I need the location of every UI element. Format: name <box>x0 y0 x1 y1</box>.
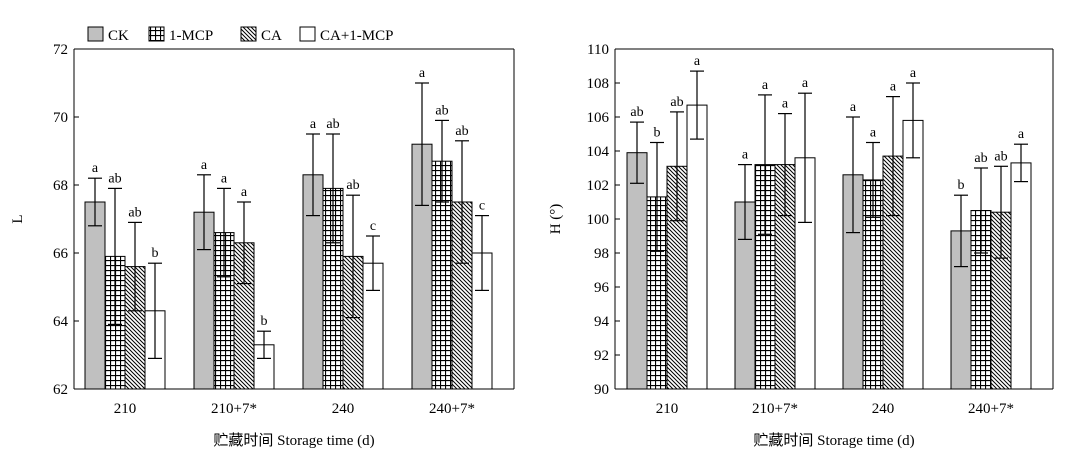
significance-label: ab <box>108 171 121 186</box>
y-tick-label: 106 <box>587 110 610 126</box>
significance-label: a <box>694 54 701 69</box>
legend-swatch-ck <box>87 26 104 42</box>
x-tick-label: 240+7* <box>968 401 1014 417</box>
significance-label: a <box>221 171 228 186</box>
legend-item-ck: CK <box>87 26 129 44</box>
y-tick-label: 92 <box>594 348 609 364</box>
y-axis-label: H (°) <box>548 204 564 235</box>
x-tick-label: 210+7* <box>752 401 798 417</box>
significance-label: a <box>742 148 749 163</box>
significance-label: b <box>152 246 159 261</box>
legend-label-ca: CA <box>261 28 282 44</box>
significance-label: c <box>370 219 376 234</box>
significance-label: a <box>762 78 769 93</box>
y-tick-label: 108 <box>587 76 610 92</box>
significance-label: a <box>890 80 897 95</box>
significance-label: ab <box>346 178 359 193</box>
x-axis-label: 贮藏时间 Storage time (d) <box>753 432 914 449</box>
y-tick-label: 102 <box>587 178 610 194</box>
significance-label: ab <box>455 124 468 139</box>
significance-label: ab <box>670 95 683 110</box>
x-tick-label: 210 <box>656 401 679 417</box>
significance-label: b <box>261 314 268 329</box>
legend-label-ca-1-mcp: CA+1-MCP <box>320 28 393 44</box>
significance-label: a <box>870 126 877 141</box>
y-tick-label: 72 <box>53 42 68 58</box>
significance-label: a <box>910 66 917 81</box>
significance-label: ab <box>435 103 448 118</box>
y-tick-label: 66 <box>53 246 69 262</box>
x-tick-label: 240+7* <box>429 401 475 417</box>
significance-label: a <box>92 161 99 176</box>
y-tick-label: 90 <box>594 382 609 398</box>
legend-item-ca-1-mcp: CA+1-MCP <box>299 26 393 44</box>
y-tick-label: 98 <box>594 246 609 262</box>
significance-label: a <box>802 76 809 91</box>
y-tick-label: 100 <box>587 212 610 228</box>
bar-ca-1-mcp <box>686 104 708 390</box>
legend-swatch-ca-1-mcp <box>299 26 316 42</box>
legend-item-ca: CA <box>240 26 282 44</box>
significance-label: ab <box>128 205 141 220</box>
bar-ca-1-mcp <box>1010 162 1032 390</box>
significance-label: a <box>850 100 857 115</box>
bar-ck <box>84 201 106 390</box>
y-tick-label: 104 <box>587 144 610 160</box>
significance-label: a <box>310 117 317 132</box>
bar-ca-1-mcp <box>902 119 924 390</box>
significance-label: a <box>201 158 208 173</box>
y-tick-label: 96 <box>594 280 610 296</box>
legend-label-1-mcp: 1-MCP <box>169 28 213 44</box>
y-tick-label: 110 <box>587 42 609 58</box>
x-axis-label: 贮藏时间 Storage time (d) <box>213 432 374 449</box>
significance-label: a <box>1018 127 1025 142</box>
significance-label: a <box>419 66 426 81</box>
y-axis-label: L <box>10 214 26 223</box>
significance-label: b <box>654 126 661 141</box>
significance-label: a <box>241 185 248 200</box>
legend-label-ck: CK <box>108 28 129 44</box>
significance-label: ab <box>326 117 339 132</box>
x-tick-label: 240 <box>872 401 895 417</box>
y-tick-label: 62 <box>53 382 68 398</box>
y-tick-label: 94 <box>594 314 610 330</box>
significance-label: b <box>958 178 965 193</box>
legend: CK 1-MCP CA CA+1-MCP <box>87 26 393 44</box>
significance-label: c <box>479 199 485 214</box>
x-tick-label: 210 <box>114 401 137 417</box>
y-tick-label: 68 <box>53 178 68 194</box>
significance-label: a <box>782 97 789 112</box>
legend-swatch-ca <box>240 26 257 42</box>
y-tick-label: 64 <box>53 314 69 330</box>
x-tick-label: 210+7* <box>211 401 257 417</box>
legend-swatch-1-mcp <box>148 26 165 42</box>
significance-label: ab <box>974 151 987 166</box>
x-tick-label: 240 <box>332 401 355 417</box>
significance-label: ab <box>630 105 643 120</box>
bar-ck <box>626 152 648 390</box>
significance-label: ab <box>994 149 1007 164</box>
legend-item-1-mcp: 1-MCP <box>148 26 213 44</box>
y-tick-label: 70 <box>53 110 68 126</box>
